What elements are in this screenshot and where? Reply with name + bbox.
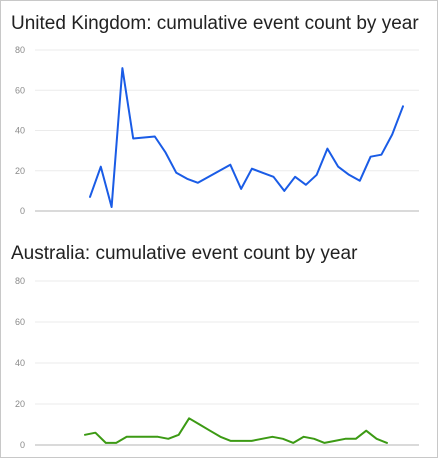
uk-y-tick-label: 0: [20, 206, 25, 216]
uk-chart-title: United Kingdom: cumulative event count b…: [11, 13, 419, 34]
australia-chart-title: Australia: cumulative event count by yea…: [11, 243, 358, 264]
australia-y-tick-label: 0: [20, 440, 25, 450]
uk-y-tick-label: 20: [15, 166, 25, 176]
uk-line-chart: 0 20 40 60 80: [15, 45, 419, 216]
australia-y-tick-label: 40: [15, 358, 25, 368]
australia-y-tick-label: 80: [15, 276, 25, 286]
uk-y-tick-label: 80: [15, 45, 25, 55]
uk-y-tick-label: 60: [15, 85, 25, 95]
australia-line-chart: 0 20 40 60 80: [15, 276, 419, 450]
australia-series-line: [84, 417, 388, 444]
australia-y-tick-label: 60: [15, 317, 25, 327]
australia-y-tick-label: 20: [15, 399, 25, 409]
uk-y-tick-label: 40: [15, 126, 25, 136]
uk-series-line: [89, 67, 404, 208]
